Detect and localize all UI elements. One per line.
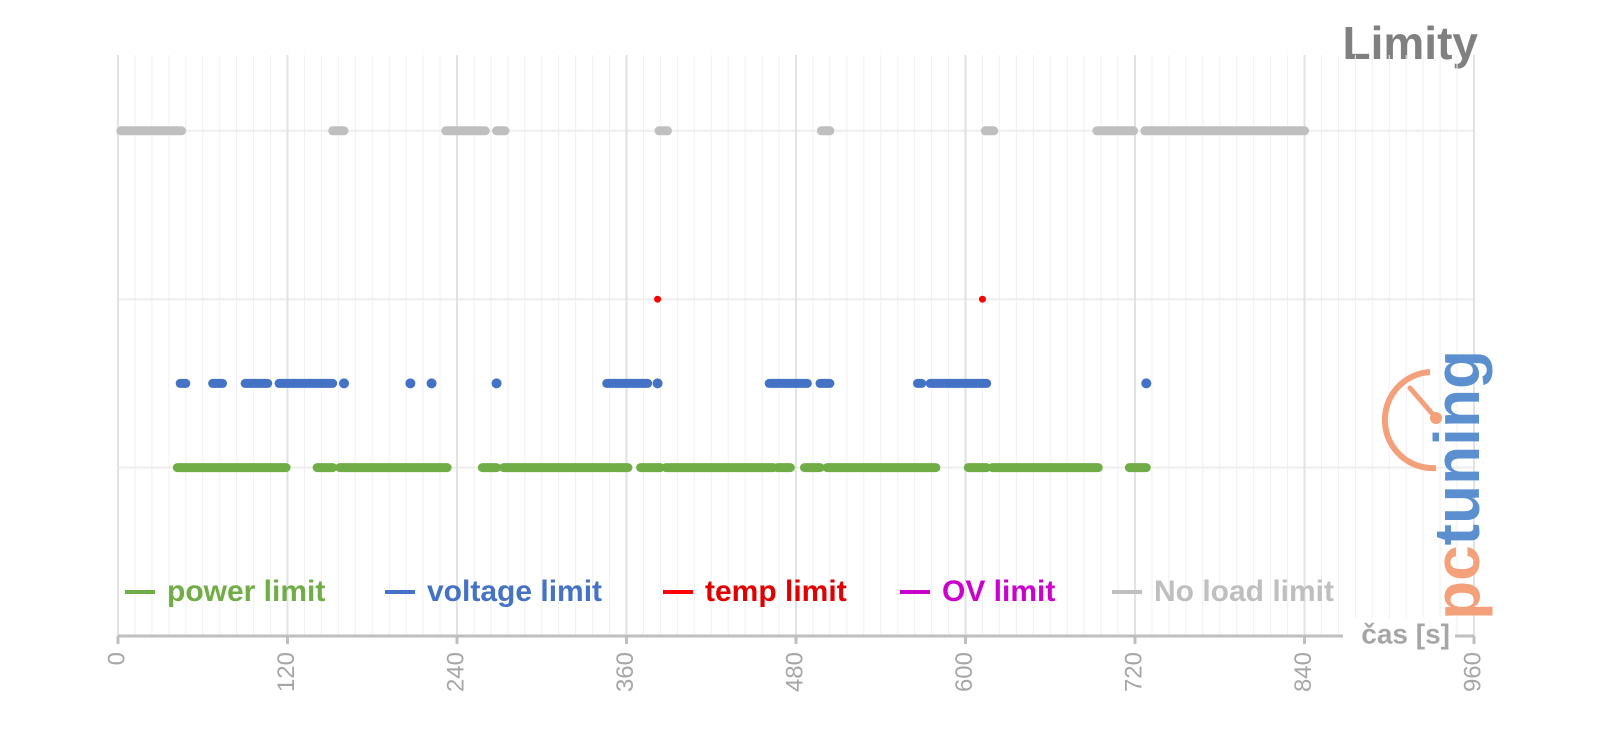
watermark: pctuning xyxy=(1421,350,1493,620)
watermark-hub xyxy=(1430,412,1442,424)
point xyxy=(1141,378,1152,389)
legend-label: No load limit xyxy=(1154,575,1334,608)
point xyxy=(654,295,662,303)
point xyxy=(652,378,663,389)
point xyxy=(491,378,502,389)
x-tick-label: 240 xyxy=(442,652,469,692)
x-tick-label: 480 xyxy=(781,652,808,692)
x-tick-label: 840 xyxy=(1290,652,1317,692)
point xyxy=(339,378,349,389)
chart-title: Limity xyxy=(1343,17,1479,69)
point xyxy=(978,295,986,303)
point xyxy=(405,378,416,389)
legend-label: power limit xyxy=(167,575,325,608)
x-tick-label: 720 xyxy=(1120,652,1147,692)
x-tick-label: 360 xyxy=(612,652,639,692)
x-tick-label: 120 xyxy=(273,652,300,692)
point xyxy=(426,378,437,389)
watermark-pc: pc xyxy=(1421,545,1493,620)
watermark-needle xyxy=(1407,385,1439,421)
x-label-bg xyxy=(1343,618,1455,652)
legend-label: voltage limit xyxy=(427,575,602,608)
x-tick-label: 960 xyxy=(1459,652,1486,692)
legend-label: OV limit xyxy=(942,575,1055,608)
x-tick-label: 0 xyxy=(103,652,130,665)
legend-label: temp limit xyxy=(705,575,847,608)
watermark-tuning: tuning xyxy=(1421,350,1493,545)
watermark-gauge xyxy=(1381,369,1437,472)
x-axis-label: čas [s] xyxy=(1361,618,1450,649)
x-tick-label: 600 xyxy=(951,652,978,692)
